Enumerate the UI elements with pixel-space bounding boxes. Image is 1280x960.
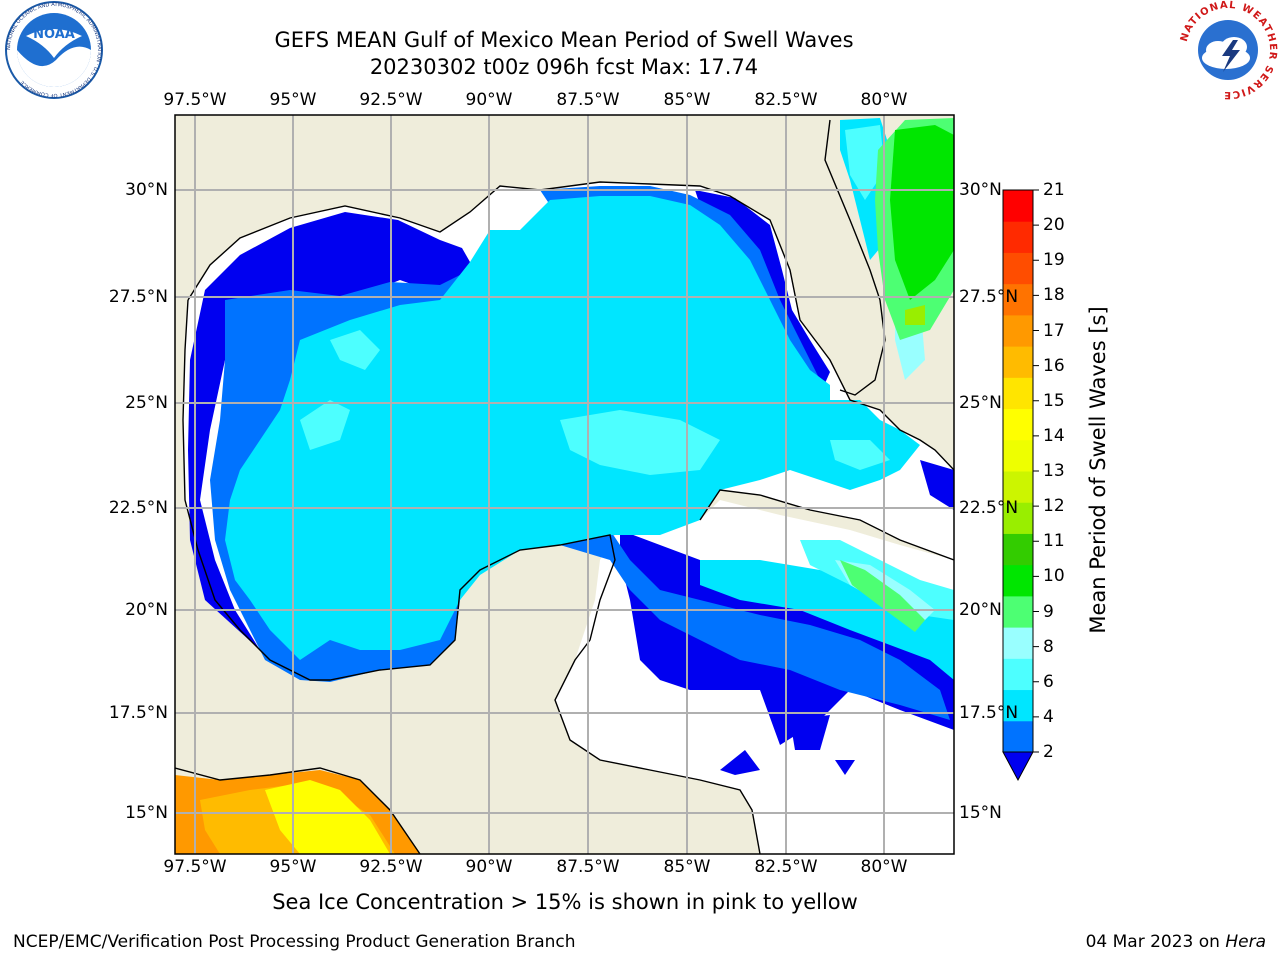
lon-label-bottom: 92.5°W — [359, 857, 423, 877]
lon-label-top: 97.5°W — [163, 90, 227, 110]
lat-label-right: 17.5°N — [959, 703, 1019, 723]
lon-label-bottom: 97.5°W — [163, 857, 227, 877]
colorbar-segment — [1003, 627, 1033, 659]
colorbar-segment — [1003, 221, 1033, 253]
colorbar — [1002, 189, 1039, 782]
noaa-logo: NATIONAL OCEANIC AND ATMOSPHERIC ADMINIS… — [4, 0, 104, 100]
lat-label-left: 25°N — [125, 393, 168, 413]
lon-label-bottom: 87.5°W — [556, 857, 620, 877]
colorbar-under-arrow — [1002, 751, 1034, 782]
colorbar-segment — [1003, 439, 1033, 472]
colorbar-tick-label: 9 — [1043, 601, 1054, 622]
map-gridlines — [175, 115, 954, 854]
colorbar-segment — [1003, 720, 1033, 753]
lat-label-right: 25°N — [959, 393, 1002, 413]
colorbar-tick-label: 4 — [1043, 706, 1054, 727]
swell-6-8s-e — [830, 440, 890, 470]
swell-under-2s-e — [790, 715, 830, 750]
swell-6-8s-c — [560, 410, 720, 475]
colorbar-segment — [1003, 658, 1033, 691]
footer-date-text: 04 Mar 2023 on — [1085, 932, 1226, 952]
colorbar-segment — [1003, 408, 1033, 441]
lon-label-top: 87.5°W — [556, 90, 620, 110]
lat-label-right: 30°N — [959, 180, 1002, 200]
colorbar-label: Mean Period of Swell Waves [s] — [1086, 306, 1110, 634]
lon-label-bottom: 80°W — [860, 857, 908, 877]
lon-label-top: 82.5°W — [754, 90, 818, 110]
lon-label-bottom: 85°W — [663, 857, 711, 877]
swell-6-8s — [300, 400, 350, 450]
swell-6-8s-b — [330, 330, 380, 370]
swell-under-2s-f — [835, 760, 855, 775]
colorbar-tick-label: 12 — [1043, 496, 1065, 517]
lat-label-right: 27.5°N — [959, 287, 1019, 307]
colorbar-tick-label: 15 — [1043, 390, 1065, 411]
colorbar-segment — [1003, 533, 1033, 566]
colorbar-tick-label: 18 — [1043, 285, 1065, 306]
colorbar-segment — [1003, 190, 1033, 222]
colorbar-segment — [1003, 377, 1033, 410]
svg-text:NOAA: NOAA — [33, 27, 75, 42]
colorbar-tick-label: 19 — [1043, 250, 1065, 271]
lat-label-right: 22.5°N — [959, 498, 1019, 518]
lon-label-top: 90°W — [465, 90, 513, 110]
colorbar-tick-label: 6 — [1043, 671, 1054, 692]
colorbar-tick-label: 17 — [1043, 320, 1065, 341]
map-frame — [174, 114, 955, 855]
lat-label-left: 20°N — [125, 600, 168, 620]
swell-under-2s-g — [920, 460, 954, 510]
lat-label-right: 15°N — [959, 803, 1002, 823]
colorbar-tick-label: 11 — [1043, 531, 1065, 552]
colorbar-tick-label: 14 — [1043, 425, 1065, 446]
lat-label-left: 15°N — [125, 803, 168, 823]
lon-label-bottom: 90°W — [465, 857, 513, 877]
lat-label-left: 27.5°N — [108, 287, 168, 307]
colorbar-segment — [1003, 689, 1033, 722]
lat-label-right: 20°N — [959, 600, 1002, 620]
national-weather-service-logo: NATIONAL WEATHER SERVICE — [1178, 0, 1278, 100]
footer-host: Hera — [1225, 932, 1266, 952]
colorbar-tick-label: 13 — [1043, 461, 1065, 481]
lon-label-top: 85°W — [663, 90, 711, 110]
colorbar-tick-label: 16 — [1043, 355, 1065, 376]
colorbar-tick-label: 20 — [1043, 215, 1065, 236]
swell-pacific-14s — [265, 780, 390, 854]
footer-producer: NCEP/EMC/Verification Post Processing Pr… — [13, 932, 576, 952]
swell-under-2s-d — [720, 750, 760, 775]
colorbar-segment — [1003, 283, 1033, 316]
swell-12-13s — [890, 125, 954, 300]
colorbar-segment — [1003, 346, 1033, 378]
footer-date: 04 Mar 2023 on Hera — [1086, 932, 1266, 952]
lat-label-left: 17.5°N — [108, 703, 168, 723]
colorbar-segment — [1003, 314, 1033, 347]
chart-title: GEFS MEAN Gulf of Mexico Mean Period of … — [274, 28, 854, 52]
lon-label-top: 95°W — [269, 90, 317, 110]
sea-ice-caption: Sea Ice Concentration > 15% is shown in … — [272, 890, 858, 914]
lon-label-bottom: 82.5°W — [754, 857, 818, 877]
colorbar-tick-label: 8 — [1043, 636, 1054, 657]
colorbar-tick-label: 21 — [1043, 180, 1065, 200]
colorbar-tick-label: 2 — [1043, 742, 1054, 762]
colorbar-tick-label: 10 — [1043, 566, 1065, 587]
colorbar-segment — [1003, 564, 1033, 597]
lon-label-top: 80°W — [860, 90, 908, 110]
lon-label-bottom: 95°W — [269, 857, 317, 877]
swell-6-8s-f — [845, 125, 885, 200]
lat-label-left: 22.5°N — [108, 498, 168, 518]
swell-13-14s — [905, 305, 925, 325]
colorbar-segment — [1003, 595, 1033, 628]
colorbar-segment — [1003, 252, 1033, 285]
swell-10-11s — [840, 560, 925, 632]
chart-subtitle: 20230302 t00z 096h fcst Max: 17.74 — [369, 55, 759, 79]
lat-label-left: 30°N — [125, 180, 168, 200]
swell-4-6s-b — [700, 560, 954, 680]
lon-label-top: 92.5°W — [359, 90, 423, 110]
colorbar-segment — [1003, 502, 1033, 534]
colorbar-segment — [1003, 471, 1033, 503]
